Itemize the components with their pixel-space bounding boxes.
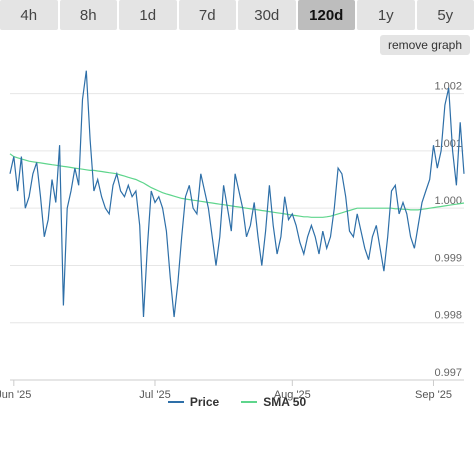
remove-graph-button[interactable]: remove graph <box>379 35 470 55</box>
y-tick-label: 0.997 <box>434 367 462 379</box>
y-tick-label: 1.000 <box>434 195 462 207</box>
legend-price-label: Price <box>189 395 220 409</box>
tab-1d[interactable]: 1d <box>119 0 177 30</box>
sma-swatch-icon <box>241 401 258 403</box>
legend-sma[interactable]: SMA 50 <box>241 395 306 409</box>
timeframe-tabs: 4h 8h 1d 7d 30d 120d 1y 5y <box>0 0 474 30</box>
chart-legend: Price SMA 50 <box>0 392 474 412</box>
legend-sma-label: SMA 50 <box>263 395 307 409</box>
y-tick-label: 0.999 <box>434 252 462 264</box>
y-tick-label: 0.998 <box>434 310 462 322</box>
legend-price[interactable]: Price <box>167 395 220 409</box>
price-swatch-icon <box>167 401 184 403</box>
tab-1y[interactable]: 1y <box>357 0 415 30</box>
tab-8h[interactable]: 8h <box>59 0 117 30</box>
tab-30d[interactable]: 30d <box>238 0 296 30</box>
tab-4h[interactable]: 4h <box>0 0 58 30</box>
y-tick-label: 1.002 <box>434 81 462 93</box>
price-line <box>9 70 465 318</box>
tab-120d[interactable]: 120d <box>297 0 355 30</box>
tab-5y[interactable]: 5y <box>416 0 474 30</box>
y-tick-label: 1.001 <box>434 138 462 150</box>
sma-50-line <box>9 153 465 218</box>
tab-7d[interactable]: 7d <box>178 0 236 30</box>
